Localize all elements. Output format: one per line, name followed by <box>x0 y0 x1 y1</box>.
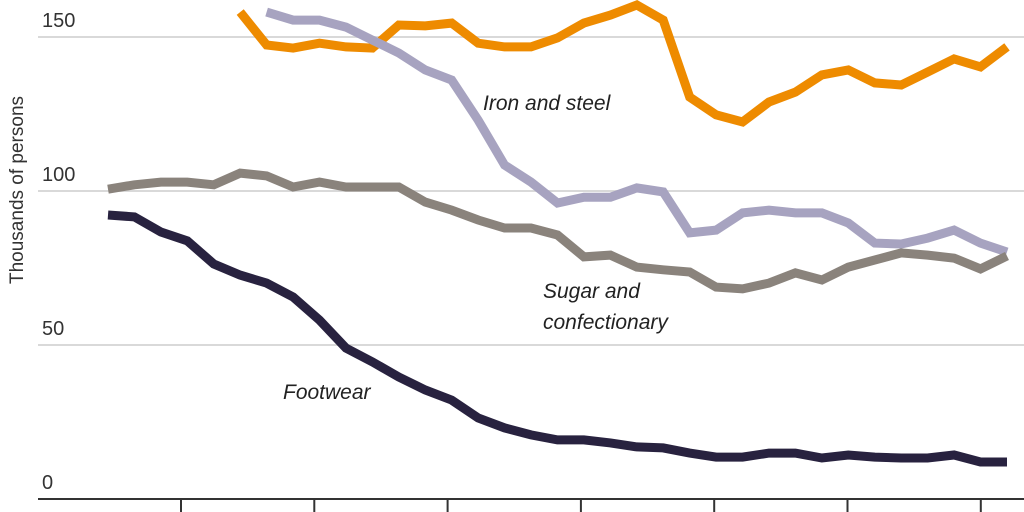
gridlines <box>38 36 1024 346</box>
series-label-sugar-line-1: Sugar and <box>543 280 641 303</box>
series-label-sugar-line-2: confectionary <box>543 311 669 334</box>
y-tick-label: 150 <box>42 10 75 32</box>
y-axis-ticks: 0 50 100 150 <box>42 10 75 494</box>
series-label-iron-and-steel: Iron and steel <box>483 92 612 115</box>
series-line-iron-and-steel <box>265 7 1009 257</box>
y-axis-title: Thousands of persons <box>7 96 28 284</box>
y-tick-label: 100 <box>42 164 75 186</box>
series-label-footwear: Footwear <box>283 381 372 404</box>
y-tick-label: 50 <box>42 318 64 340</box>
series-line-footwear <box>107 210 1007 467</box>
x-axis-ticks <box>180 499 982 512</box>
series-lines <box>107 0 1010 467</box>
series-line-unlabeled <box>236 0 1010 127</box>
series-line-sugar-and-confectionary <box>107 168 1009 294</box>
y-tick-label: 0 <box>42 472 53 494</box>
